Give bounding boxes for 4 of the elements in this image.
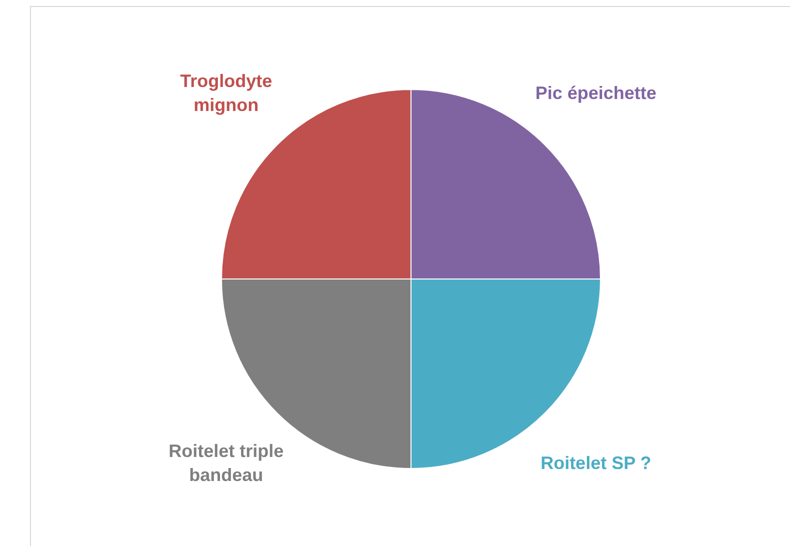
slice-label: Troglodyte mignon (180, 71, 272, 116)
slice-label: Pic épeichette (535, 83, 656, 104)
slice-label: Roitelet triple bandeau (168, 440, 284, 485)
slice-label: Roitelet SP ? (540, 452, 652, 473)
